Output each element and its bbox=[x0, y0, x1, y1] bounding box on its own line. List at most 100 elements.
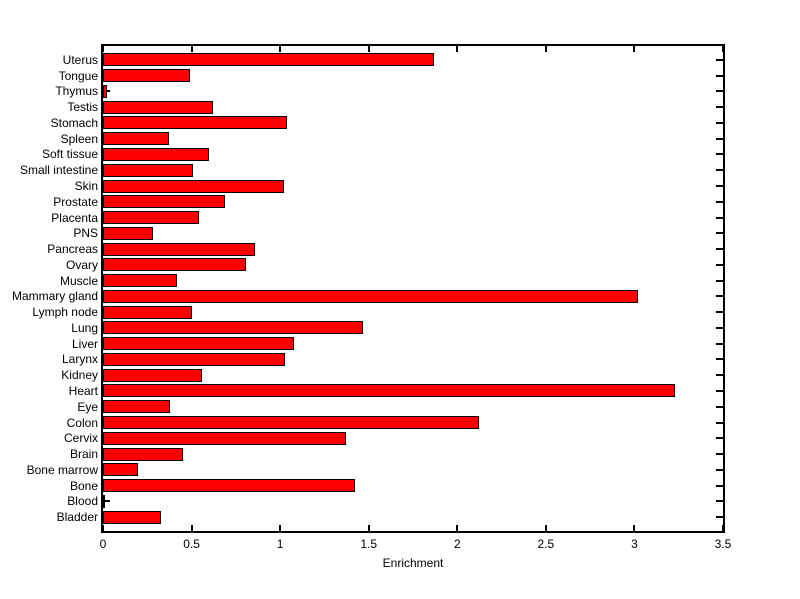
bar bbox=[103, 132, 169, 146]
x-tick-label: 1 bbox=[276, 537, 284, 551]
category-label: Small intestine bbox=[19, 163, 98, 178]
y-tick-right bbox=[716, 516, 723, 519]
x-tick-top bbox=[279, 46, 282, 52]
bar bbox=[103, 116, 288, 130]
x-tick-bottom bbox=[456, 525, 459, 531]
x-tick-top bbox=[367, 46, 370, 52]
category-label: Soft tissue bbox=[41, 147, 98, 162]
category-label: Muscle bbox=[59, 273, 98, 288]
y-tick-right bbox=[716, 311, 723, 314]
x-tick-top bbox=[456, 46, 459, 52]
category-label: Kidney bbox=[61, 368, 98, 383]
y-tick-right bbox=[716, 106, 723, 109]
y-tick-right bbox=[716, 153, 723, 156]
bar bbox=[103, 163, 194, 177]
x-tick-bottom bbox=[633, 525, 636, 531]
category-label: Eye bbox=[77, 399, 98, 414]
y-tick-right bbox=[716, 437, 723, 440]
category-label: Bladder bbox=[56, 510, 98, 525]
category-label: Stomach bbox=[50, 115, 98, 130]
y-tick-right bbox=[716, 58, 723, 61]
y-tick-right bbox=[716, 358, 723, 361]
y-tick-right bbox=[716, 248, 723, 251]
x-tick-top bbox=[544, 46, 547, 52]
y-tick-right bbox=[716, 374, 723, 377]
bar bbox=[103, 53, 435, 67]
category-label: Skin bbox=[74, 179, 98, 194]
y-tick-right bbox=[716, 389, 723, 392]
y-tick-right bbox=[716, 263, 723, 266]
x-tick-label: 3.5 bbox=[714, 537, 732, 551]
y-tick-right bbox=[716, 279, 723, 282]
bar bbox=[103, 400, 171, 414]
y-tick-right bbox=[716, 90, 723, 93]
category-label: Ovary bbox=[65, 257, 98, 272]
bar bbox=[103, 352, 286, 366]
y-tick-right bbox=[716, 200, 723, 203]
category-label: Mammary gland bbox=[11, 289, 98, 304]
bar bbox=[103, 100, 213, 114]
bar bbox=[103, 384, 676, 398]
category-label: Brain bbox=[69, 447, 98, 462]
x-tick-bottom bbox=[722, 525, 724, 531]
y-tick-right bbox=[716, 74, 723, 77]
category-label: Lung bbox=[71, 320, 98, 335]
bar bbox=[103, 179, 284, 193]
y-tick-right bbox=[716, 137, 723, 140]
category-label: Testis bbox=[67, 100, 98, 115]
bar bbox=[103, 416, 479, 430]
category-label: Larynx bbox=[61, 352, 98, 367]
bar bbox=[103, 305, 192, 319]
y-tick-right bbox=[716, 468, 723, 471]
bar bbox=[103, 337, 295, 351]
bar bbox=[103, 226, 153, 240]
x-tick-label: 2 bbox=[453, 537, 461, 551]
category-label: Cervix bbox=[63, 431, 98, 446]
y-tick-right bbox=[716, 295, 723, 298]
x-tick-bottom bbox=[279, 525, 282, 531]
x-tick-top bbox=[722, 46, 724, 52]
bar bbox=[103, 494, 105, 508]
bar bbox=[103, 321, 364, 335]
y-tick-right bbox=[716, 453, 723, 456]
y-tick-right bbox=[716, 216, 723, 219]
x-tick-bottom bbox=[190, 525, 193, 531]
x-tick-bottom bbox=[367, 525, 370, 531]
y-tick-right bbox=[716, 169, 723, 172]
bar bbox=[103, 463, 139, 477]
category-label: Lymph node bbox=[32, 305, 98, 320]
category-label: Heart bbox=[68, 383, 98, 398]
y-tick-right bbox=[716, 484, 723, 487]
category-label: Bone bbox=[69, 478, 98, 493]
category-label: Colon bbox=[66, 415, 98, 430]
bar bbox=[103, 447, 183, 461]
x-tick-top bbox=[633, 46, 636, 52]
plot-area bbox=[101, 44, 725, 533]
x-tick-label: 1.5 bbox=[360, 537, 378, 551]
x-tick-label: 0.5 bbox=[183, 537, 200, 551]
category-label: Pancreas bbox=[47, 242, 98, 257]
category-label: Uterus bbox=[62, 52, 98, 67]
category-label: Thymus bbox=[55, 84, 98, 99]
x-tick-top bbox=[102, 46, 104, 52]
x-tick-bottom bbox=[102, 525, 104, 531]
bar bbox=[103, 195, 226, 209]
x-tick-label: 0 bbox=[99, 537, 107, 551]
category-label: Blood bbox=[67, 494, 98, 509]
y-tick-left bbox=[103, 500, 110, 503]
category-label: Tongue bbox=[58, 68, 98, 83]
category-label: PNS bbox=[73, 226, 98, 241]
bar bbox=[103, 510, 162, 524]
y-tick-right bbox=[716, 326, 723, 329]
bar bbox=[103, 147, 210, 161]
bar bbox=[103, 289, 638, 303]
y-tick-right bbox=[716, 405, 723, 408]
x-tick-bottom bbox=[544, 525, 547, 531]
x-tick-label: 3 bbox=[631, 537, 638, 551]
x-axis-label: Enrichment bbox=[382, 556, 444, 570]
category-label: Spleen bbox=[60, 131, 98, 146]
bar bbox=[103, 258, 247, 272]
y-tick-right bbox=[716, 185, 723, 188]
category-label: Placenta bbox=[51, 210, 98, 225]
